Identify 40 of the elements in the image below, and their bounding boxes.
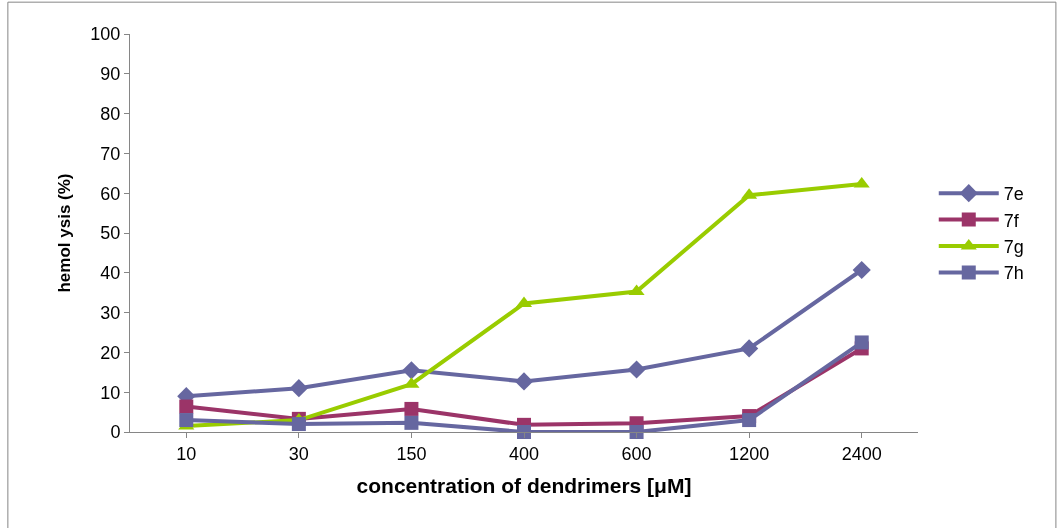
y-tick-label: 0 — [110, 422, 121, 443]
point — [404, 415, 419, 430]
x-axis-title: concentration of dendrimers [μM] — [356, 473, 692, 497]
y-tick-label: 70 — [100, 143, 121, 164]
y-tick-label: 50 — [100, 223, 121, 244]
point — [852, 260, 871, 280]
point — [854, 335, 869, 350]
point — [517, 425, 531, 439]
x-tick-label: 1200 — [729, 443, 770, 464]
x-tick-label: 150 — [396, 443, 427, 464]
legend-label: 7g — [1003, 237, 1024, 258]
point — [742, 413, 757, 428]
point — [402, 361, 421, 380]
y-tick-label: 10 — [100, 382, 121, 403]
point — [179, 399, 194, 414]
point — [404, 401, 419, 416]
y-tick-label: 30 — [100, 302, 121, 323]
y-tick-label: 20 — [100, 342, 121, 363]
point — [291, 417, 306, 432]
x-tick-label: 400 — [508, 443, 540, 464]
point — [289, 379, 308, 398]
y-tick-label: 80 — [100, 103, 121, 124]
y-tick-label: 100 — [90, 24, 121, 45]
point — [627, 360, 646, 379]
legend-label: 7f — [1003, 210, 1020, 231]
point — [629, 425, 644, 439]
y-axis-title: hemol ysis (%) — [54, 173, 74, 293]
y-tick-label: 40 — [100, 263, 121, 284]
point — [179, 413, 194, 428]
point — [628, 284, 645, 296]
x-tick-label: 600 — [621, 443, 652, 464]
point — [740, 339, 759, 358]
legend-label: 7e — [1003, 184, 1024, 205]
x-tick-label: 30 — [288, 443, 309, 464]
x-tick-label: 10 — [176, 443, 197, 464]
y-tick-label: 90 — [100, 64, 121, 85]
y-tick-label: 60 — [100, 183, 121, 204]
x-tick-label: 2400 — [841, 443, 882, 464]
point — [514, 372, 534, 391]
legend-label: 7h — [1003, 263, 1024, 284]
